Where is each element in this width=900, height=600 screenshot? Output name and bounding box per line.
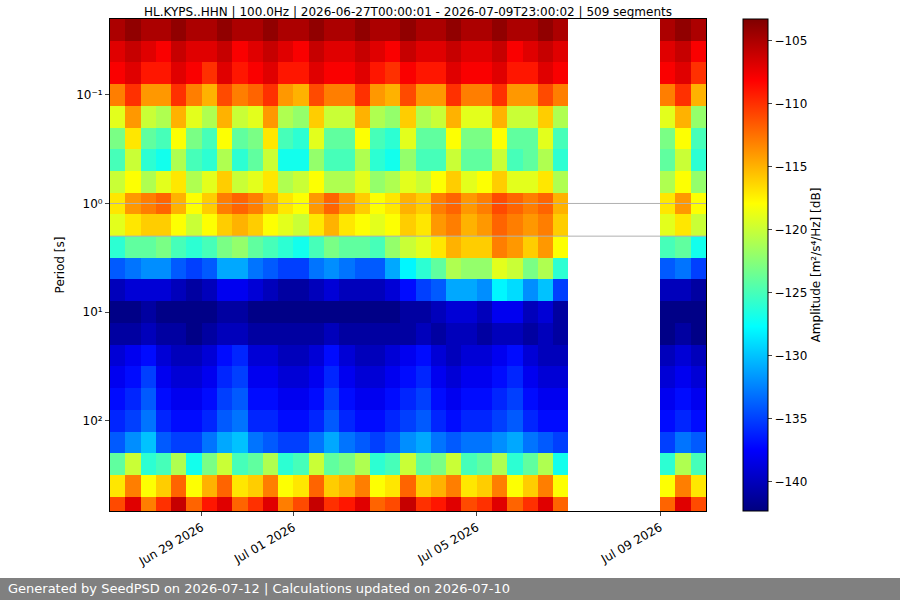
svg-text:10⁻¹: 10⁻¹ <box>76 88 103 102</box>
svg-text:−120: −120 <box>774 223 807 237</box>
svg-text:−105: −105 <box>774 34 807 48</box>
svg-text:−110: −110 <box>774 97 807 111</box>
svg-text:Jul 01 2026: Jul 01 2026 <box>231 520 298 567</box>
svg-text:Jul 05 2026: Jul 05 2026 <box>415 520 482 567</box>
svg-text:HL.KYPS..HHN | 100.0Hz | 2026-: HL.KYPS..HHN | 100.0Hz | 2026-06-27T00:0… <box>144 5 672 19</box>
svg-text:−130: −130 <box>774 349 807 363</box>
svg-text:−125: −125 <box>774 286 807 300</box>
svg-text:Jun 29 2026: Jun 29 2026 <box>136 520 206 569</box>
svg-text:−135: −135 <box>774 412 807 426</box>
html-text:Generated by SeedPSD on 2026-0: Generated by SeedPSD on 2026-07-12 | Cal… <box>8 581 510 596</box>
svg-text:10⁰: 10⁰ <box>83 197 103 211</box>
svg-text:Period [s]: Period [s] <box>53 237 67 294</box>
svg-text:Jul 09 2026: Jul 09 2026 <box>598 520 665 567</box>
svg-text:Amplitude [m²/s⁴/Hz] [dB]: Amplitude [m²/s⁴/Hz] [dB] <box>809 188 823 343</box>
svg-text:10¹: 10¹ <box>83 305 103 319</box>
svg-text:10²: 10² <box>83 414 103 428</box>
svg-text:−115: −115 <box>774 160 807 174</box>
svg-text:−140: −140 <box>774 475 807 489</box>
